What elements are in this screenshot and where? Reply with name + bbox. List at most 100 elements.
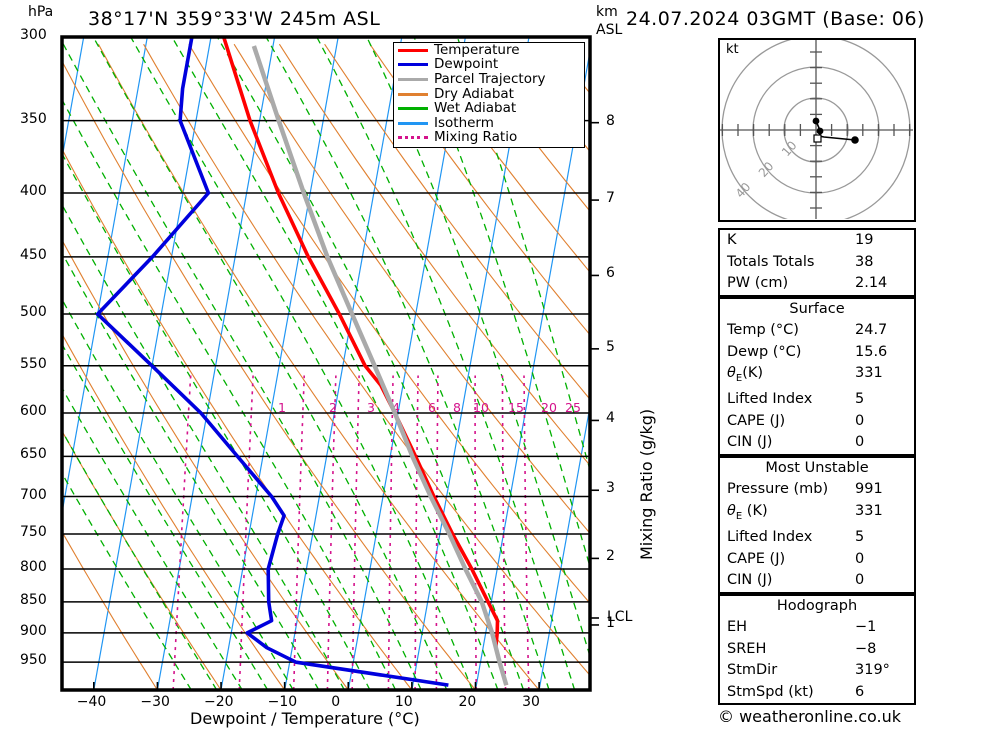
table-row: Totals Totals 38 (720, 252, 914, 274)
legend-swatch (398, 63, 428, 67)
table-row: EH −1 (720, 617, 914, 639)
table-row: θE(K) 331 (720, 363, 914, 389)
legend-swatch (398, 92, 428, 96)
mixing-ratio-label-2: 2 (329, 400, 337, 415)
pressure-tick-550: 550 (20, 355, 47, 372)
legend-item-dewpoint: Dewpoint (394, 58, 584, 73)
table-hodograph-stats: Hodograph EH −1 SREH −8 StmDir 319° StmSpd (kt)… (718, 593, 916, 706)
table-row: StmSpd (kt) 6 (720, 682, 914, 704)
curve-dewpoint (95, 37, 449, 687)
pressure-tick-700: 700 (20, 486, 47, 503)
table-title: Hodograph (776, 597, 858, 614)
km-tick-3: 3 (606, 480, 615, 497)
row-value: 15.6 (855, 343, 888, 360)
legend-label: Isotherm (434, 114, 494, 131)
row-value: 5 (855, 529, 865, 546)
table-surface: Surface Temp (°C) 24.7 Dewp (°C) 15.6 θE(K) 33… (718, 296, 916, 456)
row-value: 0 (855, 572, 865, 589)
pressure-tick-500: 500 (20, 304, 47, 321)
km-tick-4: 4 (606, 410, 615, 427)
mixing-ratio-label-25: 25 (565, 400, 581, 415)
legend-label: Dewpoint (434, 56, 499, 73)
row-label: Pressure (mb) (727, 481, 829, 498)
row-label: CAPE (J) (727, 412, 786, 429)
mixing-ratio-label-1: 1 (278, 400, 286, 415)
pressure-tick-850: 850 (20, 591, 47, 608)
row-value: 2.14 (855, 275, 888, 291)
table-row: Temp (°C) 24.7 (720, 320, 914, 342)
row-value: 0 (855, 550, 865, 567)
legend-item-dry-adiabat: Dry Adiabat (394, 87, 584, 102)
mixing-ratio-label-8: 8 (453, 400, 461, 415)
table-row: CIN (J) 0 (720, 432, 914, 454)
chart-legend: Temperature Dewpoint Parcel Trajectory Dry … (393, 42, 585, 148)
row-value: −1 (855, 619, 877, 636)
legend-item-isotherm: Isotherm (394, 116, 584, 131)
pressure-tick-400: 400 (20, 183, 47, 200)
mixing-ratio-labels: 1 2 3 4 6 8 10 15 20 25 (278, 400, 581, 415)
row-label: Temp (°C) (727, 322, 799, 338)
mixing-ratio-label-4: 4 (392, 400, 400, 415)
legend-swatch (398, 107, 428, 111)
station-title: 38°17'N 359°33'W 245m ASL (88, 8, 381, 30)
row-label: CAPE (J) (727, 550, 786, 567)
sounding-data-tables: K 19 Totals Totals 38 PW (cm) 2.14 Surface Temp… (718, 228, 916, 706)
legend-item-parcel-trajectory: Parcel Trajectory (394, 72, 584, 87)
row-value: 19 (855, 232, 874, 248)
pressure-tick-350: 350 (20, 110, 47, 127)
copyright-label: © weatheronline.co.uk (718, 707, 901, 726)
mixing-ratio-label-3: 3 (367, 400, 375, 415)
table-row: PW (cm) 2.14 (720, 273, 914, 295)
mixing-ratio-label-20: 20 (541, 400, 557, 415)
sounding-curves (95, 37, 509, 687)
km-tick-2: 2 (606, 548, 615, 565)
x-tick-20: 20 (458, 694, 477, 710)
pressure-tick-750: 750 (20, 523, 47, 540)
x-tick-0: 0 (331, 694, 341, 710)
row-label: EH (727, 619, 748, 636)
table-row: CIN (J) 0 (720, 570, 914, 592)
row-value: 6 (855, 683, 865, 700)
row-label: CIN (J) (727, 434, 773, 451)
pressure-tick-300: 300 (20, 27, 47, 43)
x-tick-10: 10 (394, 694, 413, 710)
legend-swatch (398, 48, 428, 52)
row-value: 5 (855, 391, 865, 408)
pressure-tick-900: 900 (20, 622, 47, 639)
table-row: Lifted Index 5 (720, 389, 914, 411)
height-unit-label-asl: ASL (596, 22, 623, 38)
row-label: StmDir (727, 662, 778, 679)
table-row: SREH −8 (720, 639, 914, 661)
lcl-label: LCL (607, 609, 633, 625)
table-row: StmDir 319° (720, 660, 914, 682)
table-row: CAPE (J) 0 (720, 411, 914, 433)
x-tick--20: −20 (204, 694, 234, 710)
legend-label: Wet Adiabat (434, 100, 517, 117)
table-row: Dewp (°C) 15.6 (720, 342, 914, 364)
curve-temperature (221, 37, 509, 686)
row-value: 319° (855, 662, 890, 679)
row-value: 331 (855, 365, 883, 381)
table-indices: K 19 Totals Totals 38 PW (cm) 2.14 (718, 228, 916, 297)
x-axis-title: Dewpoint / Temperature (°C) (190, 709, 420, 728)
row-value: 991 (855, 481, 883, 498)
km-tick-8: 8 (606, 112, 615, 129)
row-value: 331 (855, 502, 883, 519)
row-label: θE(K) (727, 365, 764, 384)
row-value: 24.7 (855, 322, 888, 338)
table-row: Pressure (mb) 991 (720, 479, 914, 501)
x-tick-30: 30 (522, 694, 540, 710)
legend-swatch (398, 77, 428, 81)
curve-parcel-trajectory (251, 45, 509, 686)
table-title: Surface (789, 300, 845, 317)
pressure-tick-800: 800 (20, 558, 47, 575)
height-unit-label-km: km (596, 4, 618, 20)
legend-swatch (398, 121, 428, 125)
row-label: θE (K) (727, 502, 768, 522)
mixing-ratio-axis-title: Mixing Ratio (g/kg) (637, 408, 656, 560)
row-value: −8 (855, 640, 877, 657)
row-label: CIN (J) (727, 572, 773, 589)
hodograph-unit-label: kt (726, 42, 739, 57)
row-value: 0 (855, 412, 865, 429)
